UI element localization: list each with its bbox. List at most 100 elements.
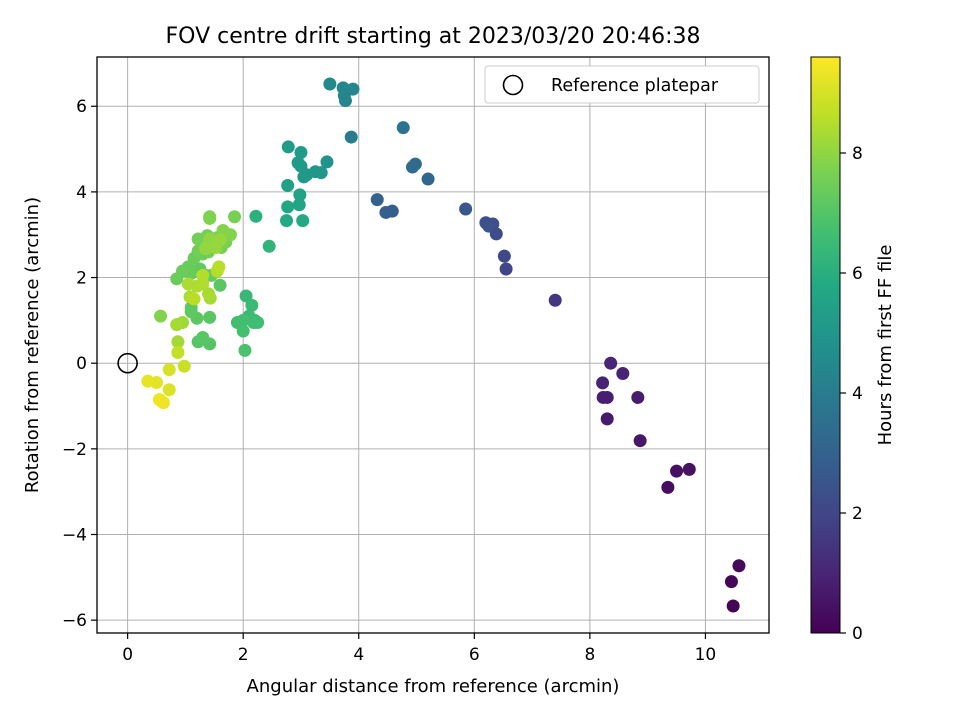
data-point — [346, 82, 360, 96]
y-tick-label: 4 — [76, 183, 87, 203]
data-point — [213, 278, 227, 292]
colorbar-label: Hours from first FF file — [875, 245, 896, 446]
reference-platepar-marker — [117, 352, 138, 374]
data-point — [141, 374, 155, 388]
data-point — [548, 293, 562, 307]
data-point — [236, 324, 250, 338]
y-tick-label: −2 — [62, 440, 87, 460]
x-tick-label: 6 — [469, 645, 480, 665]
data-point — [732, 559, 746, 573]
legend-entry: Reference platepar — [551, 76, 719, 96]
legend: Reference platepar — [484, 65, 760, 104]
data-point — [294, 146, 308, 160]
data-point — [203, 310, 217, 324]
colorbar — [810, 56, 841, 634]
data-point — [633, 434, 647, 448]
data-point — [239, 289, 253, 303]
data-point — [604, 356, 618, 370]
y-tick-label: 0 — [76, 354, 87, 374]
x-axis-label: Angular distance from reference (arcmin) — [247, 676, 620, 697]
data-point — [187, 292, 201, 306]
data-point — [281, 140, 295, 154]
data-point — [280, 214, 294, 228]
data-point — [293, 188, 307, 202]
data-point — [170, 318, 184, 332]
x-tick-label: 4 — [353, 645, 364, 665]
data-point — [212, 260, 226, 274]
data-point — [162, 363, 176, 377]
data-point — [296, 214, 310, 228]
legend-marker-icon — [502, 74, 524, 96]
data-point — [177, 359, 191, 373]
data-point — [405, 160, 419, 174]
data-point — [181, 277, 195, 291]
data-point — [245, 298, 259, 312]
data-point — [291, 156, 305, 170]
x-tick-label: 0 — [122, 645, 133, 665]
data-point — [154, 394, 168, 408]
data-point — [196, 331, 210, 345]
data-point — [497, 249, 511, 263]
colorbar-tick-label: 0 — [852, 624, 863, 644]
data-point — [228, 210, 242, 224]
scatter-points — [141, 77, 746, 613]
data-point — [421, 172, 435, 186]
data-point — [238, 343, 252, 357]
data-point — [482, 219, 496, 233]
data-point — [320, 155, 334, 169]
data-point — [281, 200, 295, 214]
data-point — [379, 205, 393, 219]
x-tick-label: 8 — [584, 645, 595, 665]
y-tick-label: 6 — [76, 97, 87, 117]
data-point — [600, 412, 614, 426]
plot-frame — [96, 56, 770, 634]
data-point — [171, 345, 185, 359]
data-point — [262, 239, 276, 253]
data-point — [162, 383, 176, 397]
data-point — [297, 170, 311, 184]
data-point — [596, 376, 610, 390]
x-axis-ticks: 0 2 4 6 8 10 — [122, 633, 716, 665]
colorbar-tick-label: 6 — [852, 264, 863, 284]
data-point — [249, 209, 263, 223]
data-point — [199, 241, 213, 255]
data-point — [370, 193, 384, 207]
data-point — [196, 268, 210, 282]
x-tick-label: 2 — [238, 645, 249, 665]
data-point — [396, 121, 410, 135]
colorbar-tick-label: 4 — [852, 384, 863, 404]
data-point — [323, 77, 337, 91]
colorbar-ticks: 0 2 4 6 8 — [840, 144, 863, 644]
y-tick-label: −4 — [62, 526, 87, 546]
data-point — [292, 198, 306, 212]
colorbar-tick-label: 2 — [852, 504, 863, 524]
data-point — [661, 480, 675, 494]
data-point — [631, 390, 645, 404]
data-point — [170, 272, 184, 286]
legend-box — [484, 65, 760, 104]
y-axis-label: Rotation from reference (arcmin) — [22, 197, 43, 493]
data-point — [459, 202, 473, 216]
data-point — [171, 335, 185, 349]
chart-title: FOV centre drift starting at 2023/03/20 … — [166, 24, 701, 49]
data-point — [499, 262, 513, 276]
data-point — [154, 309, 168, 323]
data-point — [247, 316, 261, 330]
data-point — [213, 233, 227, 247]
data-point — [281, 178, 295, 192]
data-point — [682, 462, 696, 476]
data-point — [670, 464, 684, 478]
data-point — [600, 390, 614, 404]
x-tick-label: 10 — [695, 645, 717, 665]
data-point — [616, 366, 630, 380]
data-point — [344, 130, 358, 144]
data-point — [724, 575, 738, 589]
data-point — [726, 599, 740, 613]
data-point — [336, 81, 350, 95]
data-point — [202, 287, 216, 301]
data-point — [203, 210, 217, 224]
y-axis-ticks: −6 −4 −2 0 2 4 6 — [62, 97, 97, 631]
y-tick-label: −6 — [62, 611, 87, 631]
y-tick-label: 2 — [76, 269, 87, 289]
